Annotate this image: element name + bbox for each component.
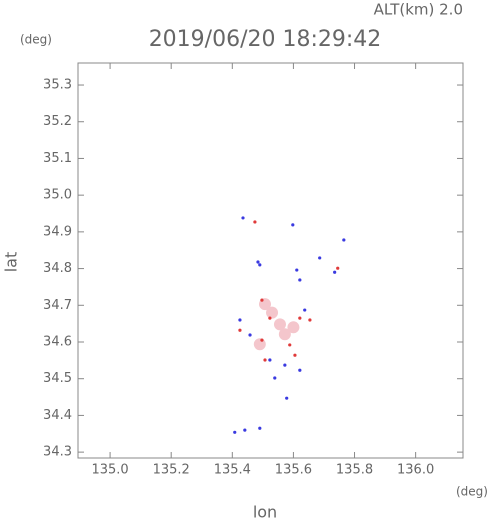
echo-point: [258, 426, 262, 430]
echo-point: [298, 278, 302, 282]
echo-point: [285, 396, 289, 400]
echo-point: [258, 263, 262, 267]
echo-point: [268, 316, 272, 320]
x-axis-label: lon: [253, 503, 277, 522]
x-tick-label: 135.2: [153, 463, 190, 478]
echo-point: [287, 321, 300, 334]
echo-point: [303, 308, 307, 312]
echo-point: [318, 256, 322, 260]
echo-point: [243, 428, 247, 432]
echo-point: [260, 298, 264, 302]
x-unit: (deg): [456, 485, 488, 499]
y-tick-label: 34.7: [43, 298, 72, 313]
x-tick-label: 135.6: [275, 463, 312, 478]
y-tick-label: 34.8: [43, 261, 72, 276]
y-unit: (deg): [20, 33, 52, 47]
echo-point: [263, 358, 267, 362]
x-tick-label: 135.0: [91, 463, 128, 478]
echo-point: [342, 238, 346, 242]
y-tick-label: 35.0: [43, 188, 72, 203]
altitude-label: ALT(km) 2.0: [374, 1, 463, 19]
y-tick-label: 35.3: [43, 78, 72, 93]
echo-point: [298, 368, 302, 372]
echo-point: [253, 338, 266, 351]
y-axis-label: lat: [2, 252, 21, 273]
x-tick-label: 135.4: [214, 463, 251, 478]
echo-point: [268, 358, 272, 362]
echo-point: [293, 353, 297, 357]
x-tick-label: 135.8: [336, 463, 373, 478]
echo-point: [241, 216, 245, 220]
echo-point: [253, 220, 257, 224]
plot-frame: [77, 62, 464, 459]
echo-point: [291, 223, 295, 227]
echo-point: [278, 328, 291, 341]
y-tick-label: 35.1: [43, 151, 72, 166]
echo-point: [238, 328, 242, 332]
chart-title: 2019/06/20 18:29:42: [149, 27, 382, 52]
y-tick-label: 35.2: [43, 114, 72, 129]
x-tick-label: 136.0: [397, 463, 434, 478]
echo-point: [260, 338, 264, 342]
y-tick-label: 34.6: [43, 334, 72, 349]
echo-point: [333, 270, 337, 274]
echo-point: [308, 318, 312, 322]
y-tick-label: 34.4: [43, 408, 72, 423]
y-tick-label: 34.9: [43, 224, 72, 239]
echo-point: [283, 363, 287, 367]
echo-point: [238, 318, 242, 322]
y-tick-label: 34.5: [43, 371, 72, 386]
echo-point: [288, 343, 292, 347]
echo-point: [336, 266, 340, 270]
echo-point: [266, 306, 279, 319]
echo-point: [298, 316, 302, 320]
echo-point: [248, 333, 252, 337]
echo-point: [273, 376, 277, 380]
y-tick-label: 34.3: [43, 445, 72, 460]
echo-point: [295, 268, 299, 272]
echo-point: [256, 260, 260, 264]
echo-point: [233, 430, 237, 434]
echo-point: [273, 318, 286, 331]
